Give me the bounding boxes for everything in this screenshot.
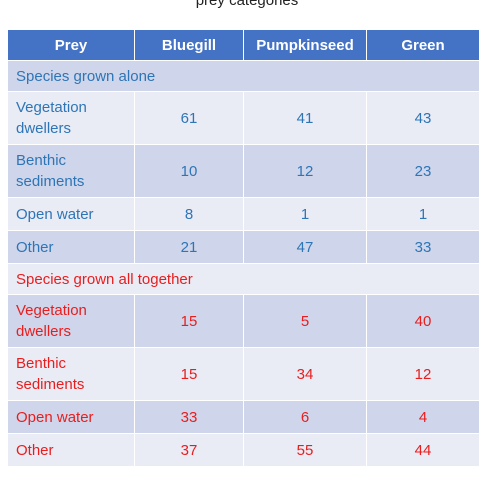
- value-pumpkinseed: 55: [244, 434, 367, 467]
- value-bluegill: 61: [135, 92, 244, 145]
- table-row: Benthic sediments 15 34 12: [8, 348, 480, 401]
- section-title-together: Species grown all together: [8, 264, 480, 295]
- prey-label: Benthic sediments: [8, 348, 135, 401]
- value-bluegill: 8: [135, 198, 244, 231]
- prey-label: Vegetation dwellers: [8, 92, 135, 145]
- value-pumpkinseed: 41: [244, 92, 367, 145]
- section-row-together: Species grown all together: [8, 264, 480, 295]
- header-bluegill: Bluegill: [135, 30, 244, 61]
- prey-table: Prey Bluegill Pumpkinseed Green Species …: [8, 30, 480, 467]
- table-caption: prey categories: [195, 0, 299, 9]
- section-row-alone: Species grown alone: [8, 61, 480, 92]
- header-pumpkinseed: Pumpkinseed: [244, 30, 367, 61]
- value-bluegill: 33: [135, 401, 244, 434]
- prey-label: Open water: [8, 401, 135, 434]
- value-green: 1: [367, 198, 480, 231]
- value-pumpkinseed: 47: [244, 231, 367, 264]
- table-row: Benthic sediments 10 12 23: [8, 145, 480, 198]
- table-row: Open water 8 1 1: [8, 198, 480, 231]
- value-bluegill: 15: [135, 295, 244, 348]
- header-green: Green: [367, 30, 480, 61]
- prey-label: Other: [8, 434, 135, 467]
- value-pumpkinseed: 6: [244, 401, 367, 434]
- value-bluegill: 37: [135, 434, 244, 467]
- table-row: Vegetation dwellers 15 5 40: [8, 295, 480, 348]
- table-row: Vegetation dwellers 61 41 43: [8, 92, 480, 145]
- value-green: 12: [367, 348, 480, 401]
- value-bluegill: 10: [135, 145, 244, 198]
- value-green: 40: [367, 295, 480, 348]
- value-pumpkinseed: 1: [244, 198, 367, 231]
- value-pumpkinseed: 12: [244, 145, 367, 198]
- table-row: Other 37 55 44: [8, 434, 480, 467]
- header-row: Prey Bluegill Pumpkinseed Green: [8, 30, 480, 61]
- value-green: 43: [367, 92, 480, 145]
- header-prey: Prey: [8, 30, 135, 61]
- table-row: Open water 33 6 4: [8, 401, 480, 434]
- value-pumpkinseed: 34: [244, 348, 367, 401]
- value-green: 23: [367, 145, 480, 198]
- section-title-alone: Species grown alone: [8, 61, 480, 92]
- value-green: 44: [367, 434, 480, 467]
- value-bluegill: 21: [135, 231, 244, 264]
- prey-label: Other: [8, 231, 135, 264]
- prey-label: Benthic sediments: [8, 145, 135, 198]
- prey-label: Open water: [8, 198, 135, 231]
- table-row: Other 21 47 33: [8, 231, 480, 264]
- value-green: 4: [367, 401, 480, 434]
- prey-label: Vegetation dwellers: [8, 295, 135, 348]
- value-pumpkinseed: 5: [244, 295, 367, 348]
- value-green: 33: [367, 231, 480, 264]
- value-bluegill: 15: [135, 348, 244, 401]
